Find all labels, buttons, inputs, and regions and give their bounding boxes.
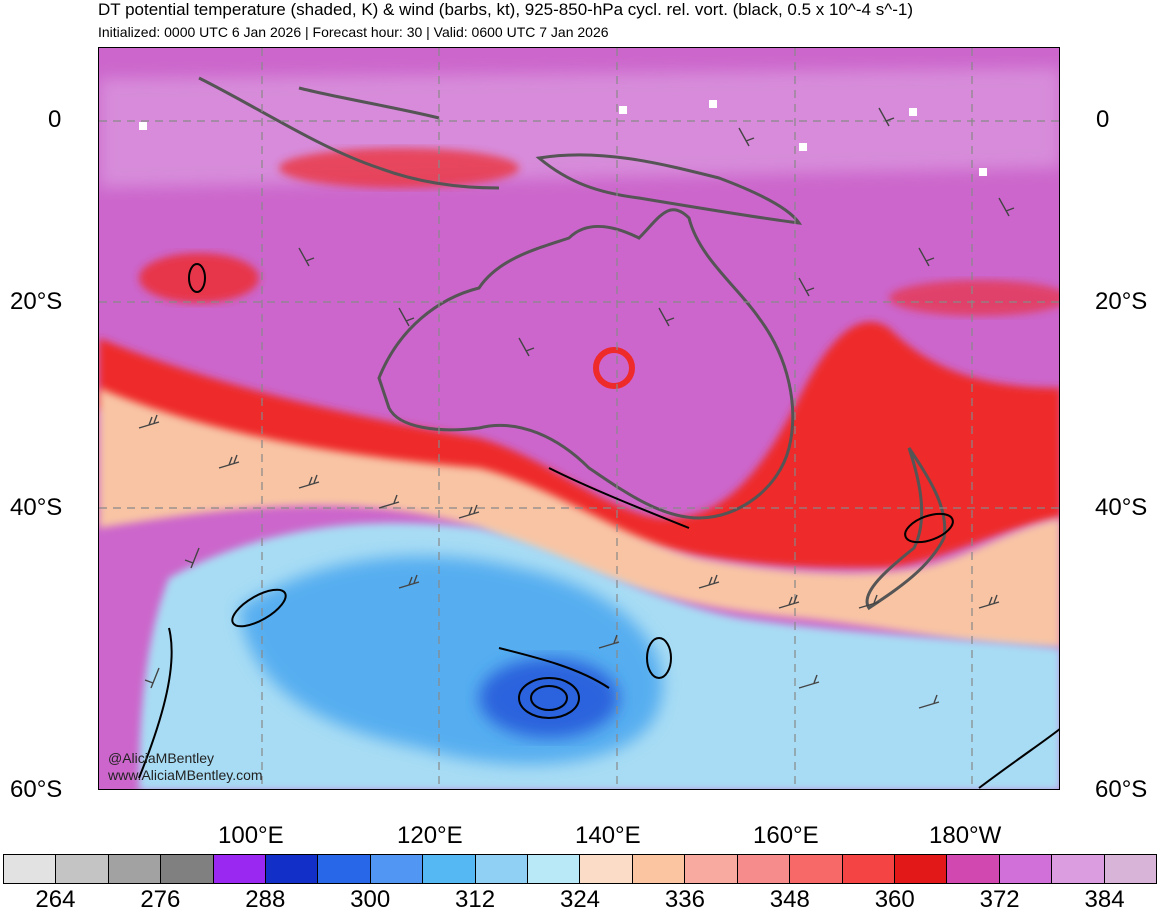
- colorbar-label: 288: [245, 886, 286, 913]
- colorbar-swatch: [213, 855, 267, 883]
- lat-label-left: 20°S: [10, 288, 63, 315]
- colorbar-swatch: [4, 855, 57, 883]
- colorbar-swatch: [423, 855, 476, 883]
- equatorial-band: [99, 68, 1059, 188]
- colorbar-swatch: [266, 855, 319, 883]
- saturated-markers: [139, 100, 987, 176]
- colorbar-swatch: [580, 855, 633, 883]
- credit-handle: @AliciaMBentley: [108, 750, 215, 766]
- lat-label-right: 60°S: [1095, 776, 1148, 803]
- colorbar-swatch: [161, 855, 214, 883]
- chart-title: DT potential temperature (shaded, K) & w…: [98, 0, 913, 19]
- colorbar-label: 384: [1084, 886, 1125, 913]
- frontal-zone-red: [99, 321, 1059, 568]
- colorbar-label: 348: [769, 886, 810, 913]
- colorbar-swatch: [1104, 855, 1156, 883]
- lon-label: 100°E: [218, 822, 284, 849]
- colorbar-swatch: [999, 855, 1053, 883]
- graticule: [99, 48, 1059, 789]
- coastline-new-guinea: [535, 153, 803, 225]
- lat-label-right: 20°S: [1095, 288, 1148, 315]
- lat-label-left: 60°S: [10, 776, 63, 803]
- coastline-new-zealand: [865, 447, 947, 611]
- inland-warm-ring: [593, 347, 635, 389]
- colorbar-label: 372: [979, 886, 1020, 913]
- lon-label: 180°W: [929, 822, 1002, 849]
- colorbar-swatch: [528, 855, 581, 883]
- colorbar-swatch: [475, 855, 529, 883]
- coastline-indonesia: [198, 76, 500, 190]
- map-canvas: [99, 48, 1059, 789]
- colorbar-label: 312: [455, 886, 496, 913]
- colorbar-swatch: [370, 855, 424, 883]
- vorticity-contours: [138, 263, 1059, 789]
- lat-label-right: 0: [1096, 106, 1110, 133]
- tropical-red-patch: [889, 280, 1059, 316]
- colorbar-swatch: [790, 855, 843, 883]
- coastline-australia: [377, 208, 795, 520]
- tropical-red-patch: [279, 148, 519, 188]
- colorbar-swatch: [318, 855, 371, 883]
- peach-zone: [99, 388, 1059, 648]
- lat-label-right: 40°S: [1095, 494, 1148, 521]
- colorbar-label: 360: [874, 886, 915, 913]
- lon-label: 160°E: [753, 822, 819, 849]
- colorbar-label: 300: [350, 886, 391, 913]
- colorbar-swatch: [108, 855, 162, 883]
- credit-url: www.AliciaMBentley.com: [108, 767, 263, 783]
- colorbar: [3, 854, 1157, 884]
- weather-map: [98, 47, 1060, 790]
- colorbar-swatch: [632, 855, 686, 883]
- wind-barbs: [138, 107, 1015, 709]
- colorbar-label: 336: [664, 886, 705, 913]
- colorbar-swatch: [737, 855, 791, 883]
- lat-label-left: 40°S: [10, 494, 63, 521]
- cold-core-deep-blue: [479, 658, 619, 738]
- lat-label-left: 0: [48, 106, 62, 133]
- chart-subtitle: Initialized: 0000 UTC 6 Jan 2026 | Forec…: [98, 24, 609, 40]
- colorbar-swatch: [894, 855, 948, 883]
- colorbar-swatch: [56, 855, 109, 883]
- colorbar-swatch: [685, 855, 738, 883]
- colorbar-label: 324: [559, 886, 601, 913]
- colorbar-swatch: [842, 855, 895, 883]
- colorbar-swatch: [1052, 855, 1105, 883]
- colorbar-label: 276: [140, 886, 181, 913]
- lon-label: 120°E: [397, 822, 463, 849]
- colorbar-label: 264: [35, 886, 76, 913]
- lon-label: 140°E: [575, 822, 641, 849]
- tropical-red-patch: [139, 253, 259, 303]
- colorbar-swatch: [947, 855, 1000, 883]
